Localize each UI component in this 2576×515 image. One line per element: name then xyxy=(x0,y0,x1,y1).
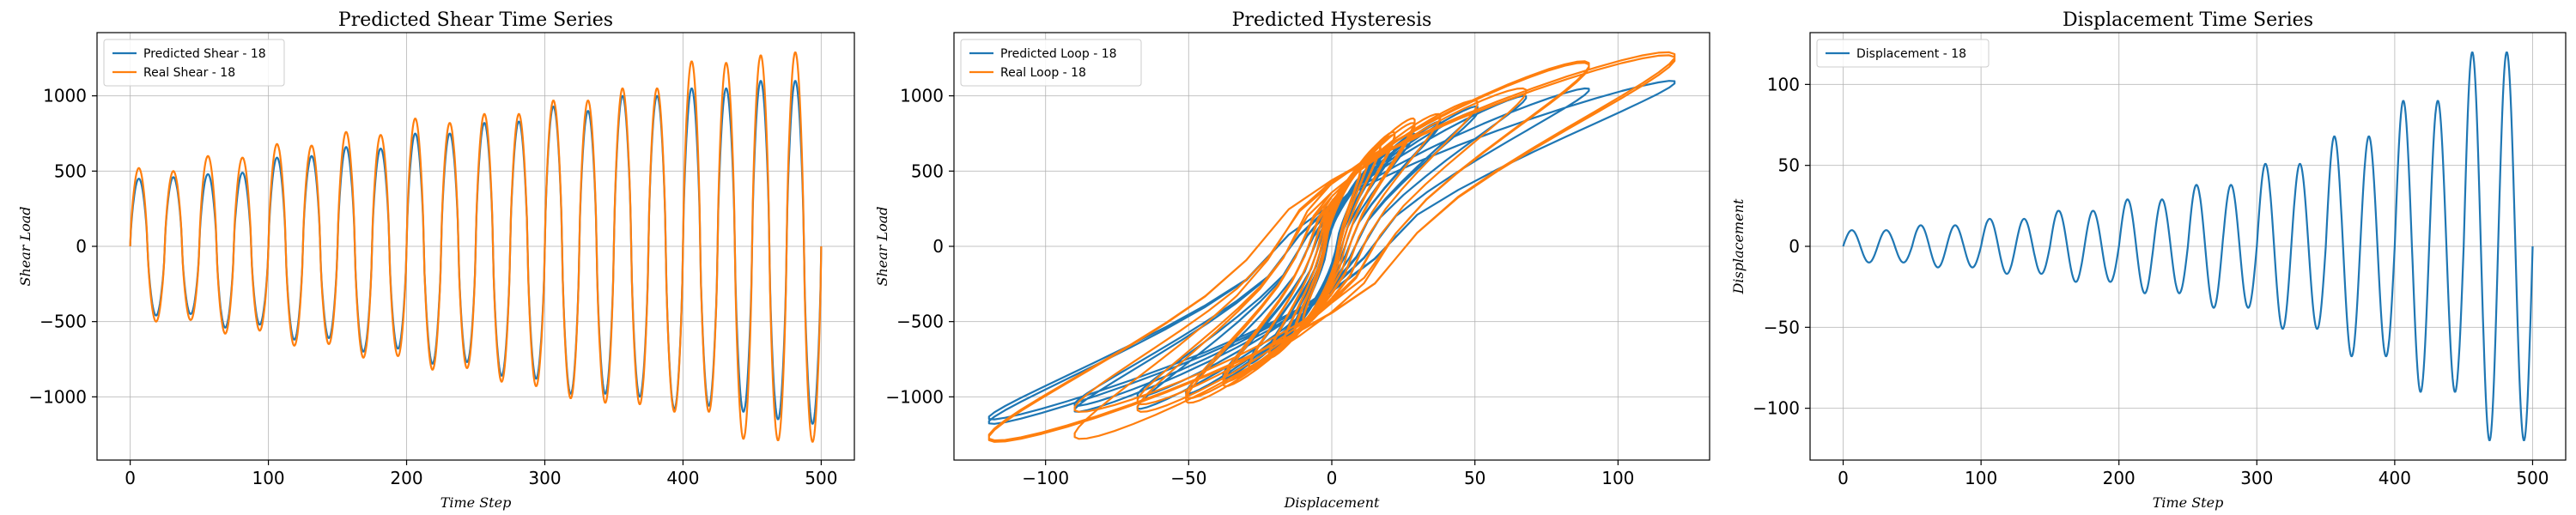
x-tick-label: 200 xyxy=(2103,468,2136,488)
x-axis-label: Time Step xyxy=(440,494,512,511)
y-tick-label: 1000 xyxy=(900,86,944,106)
x-tick-label: −100 xyxy=(1022,468,1069,488)
y-axis-label: Displacement xyxy=(1730,198,1747,294)
x-tick-label: 100 xyxy=(252,468,284,488)
y-tick-label: 1000 xyxy=(43,86,87,106)
x-axis-label: Displacement xyxy=(1284,494,1380,511)
legend-label: Displacement - 18 xyxy=(1856,47,1966,61)
legend-label: Real Loop - 18 xyxy=(1000,66,1086,80)
x-tick-label: 400 xyxy=(2379,468,2411,488)
y-tick-label: 0 xyxy=(933,236,944,257)
legend-label: Real Shear - 18 xyxy=(143,66,235,80)
y-tick-label: −1000 xyxy=(28,386,87,407)
legend-box xyxy=(960,39,1142,87)
x-tick-label: 50 xyxy=(1464,468,1485,488)
real-shear-line xyxy=(129,52,823,443)
chart-title: Displacement Time Series xyxy=(2063,9,2313,31)
chart-panel-2: −100 −50 0 50 100−1000−50005001000Predicted … xyxy=(874,9,1710,511)
y-tick-label: 100 xyxy=(1767,74,1800,94)
y-tick-label: −50 xyxy=(1764,317,1800,337)
legend-box xyxy=(103,39,285,87)
plot-area xyxy=(987,51,1676,443)
real-loop-line xyxy=(987,51,1676,443)
y-tick-label: 500 xyxy=(911,161,944,181)
y-tick-label: −1000 xyxy=(885,386,944,407)
y-axis-label: Shear Load xyxy=(17,206,33,286)
x-tick-label: 0 xyxy=(125,468,136,488)
x-tick-label: 100 xyxy=(1965,468,1997,488)
y-tick-label: 0 xyxy=(1789,236,1800,257)
y-tick-label: −500 xyxy=(896,312,944,332)
chart-panel-1: 0 100 200 300 400 500 −1000 −500 0 500 1000 Predict… xyxy=(17,9,855,511)
x-tick-label: 100 xyxy=(1601,468,1634,488)
y-axis-label: Shear Load xyxy=(874,206,890,286)
x-tick-label: 0 xyxy=(1327,468,1338,488)
plot-area xyxy=(129,52,823,443)
x-tick-label: 400 xyxy=(666,468,699,488)
chart-title: Predicted Shear Time Series xyxy=(338,9,613,31)
chart-panel-3: 0 100 200 300 400 500 −100 −50 0 50 100 Displacemen… xyxy=(1730,9,2567,511)
y-tick-label: −100 xyxy=(1753,398,1800,419)
x-tick-label: 0 xyxy=(1838,468,1849,488)
x-tick-label: 500 xyxy=(805,468,837,488)
y-tick-label: 50 xyxy=(1778,155,1800,176)
legend-box xyxy=(1816,39,1990,68)
legend-label: Predicted Shear - 18 xyxy=(143,47,266,61)
legend-label: Predicted Loop - 18 xyxy=(1000,47,1117,61)
x-tick-label: 300 xyxy=(528,468,561,488)
y-tick-label: −500 xyxy=(39,312,87,332)
x-axis-label: Time Step xyxy=(2153,494,2224,511)
x-tick-label: 200 xyxy=(390,468,422,488)
x-tick-label: 500 xyxy=(2516,468,2549,488)
chart-title: Predicted Hysteresis xyxy=(1232,9,1432,31)
displacement-line xyxy=(1842,52,2534,441)
x-tick-label: −50 xyxy=(1170,468,1206,488)
x-tick-label: 300 xyxy=(2240,468,2273,488)
y-tick-label: 500 xyxy=(54,161,87,181)
y-tick-label: 0 xyxy=(76,236,87,257)
plot-area xyxy=(1842,52,2534,441)
